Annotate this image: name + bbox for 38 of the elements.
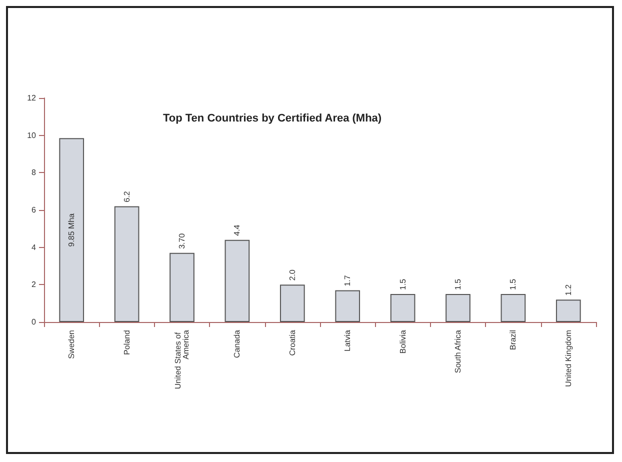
data-label: 3.70 bbox=[178, 232, 186, 249]
data-label: 6.2 bbox=[122, 190, 132, 202]
bar bbox=[335, 290, 360, 322]
x-tick-label: Canada bbox=[232, 329, 242, 358]
y-tick-label: 2 bbox=[32, 280, 37, 290]
x-tick-label: Latvia bbox=[343, 329, 352, 352]
data-label: 9.85 Mha bbox=[67, 212, 76, 247]
data-label: 1.5 bbox=[398, 278, 408, 290]
bar bbox=[446, 294, 470, 322]
y-tick-label: 6 bbox=[32, 206, 37, 214]
bar bbox=[500, 294, 526, 322]
y-tick-label: 4 bbox=[32, 242, 37, 252]
y-tick-label: 0 bbox=[32, 318, 37, 326]
text: Top Ten Countries by Certified Area (Mha) bbox=[163, 112, 382, 124]
data-label: 1.5 bbox=[508, 278, 518, 290]
x-tick-label: United States of America bbox=[174, 329, 190, 390]
data-label: 1.5 bbox=[454, 278, 462, 290]
bar bbox=[224, 240, 250, 322]
x-tick-label: Brazil bbox=[508, 330, 518, 350]
data-label: 1.7 bbox=[343, 274, 352, 286]
bar bbox=[114, 206, 140, 322]
data-label: 4.4 bbox=[232, 224, 242, 236]
x-tick-label: Bolivia bbox=[398, 329, 408, 354]
data-label: 1.2 bbox=[564, 284, 573, 296]
y-tick-label: 12 bbox=[27, 94, 37, 102]
bar bbox=[390, 294, 416, 322]
bar bbox=[556, 300, 581, 322]
bar bbox=[59, 138, 84, 322]
x-tick-label: United Kingdom bbox=[564, 330, 573, 387]
y-tick-label: 10 bbox=[27, 130, 37, 140]
data-label: 2.0 bbox=[288, 268, 297, 281]
x-tick-label: Croatia bbox=[288, 329, 297, 356]
bar bbox=[280, 284, 305, 322]
x-tick-label: South Africa bbox=[454, 329, 462, 374]
bar bbox=[170, 252, 194, 322]
x-tick-label: Sweden bbox=[67, 330, 76, 359]
y-tick-label: 8 bbox=[32, 168, 37, 178]
x-tick-label: Poland bbox=[122, 330, 132, 355]
